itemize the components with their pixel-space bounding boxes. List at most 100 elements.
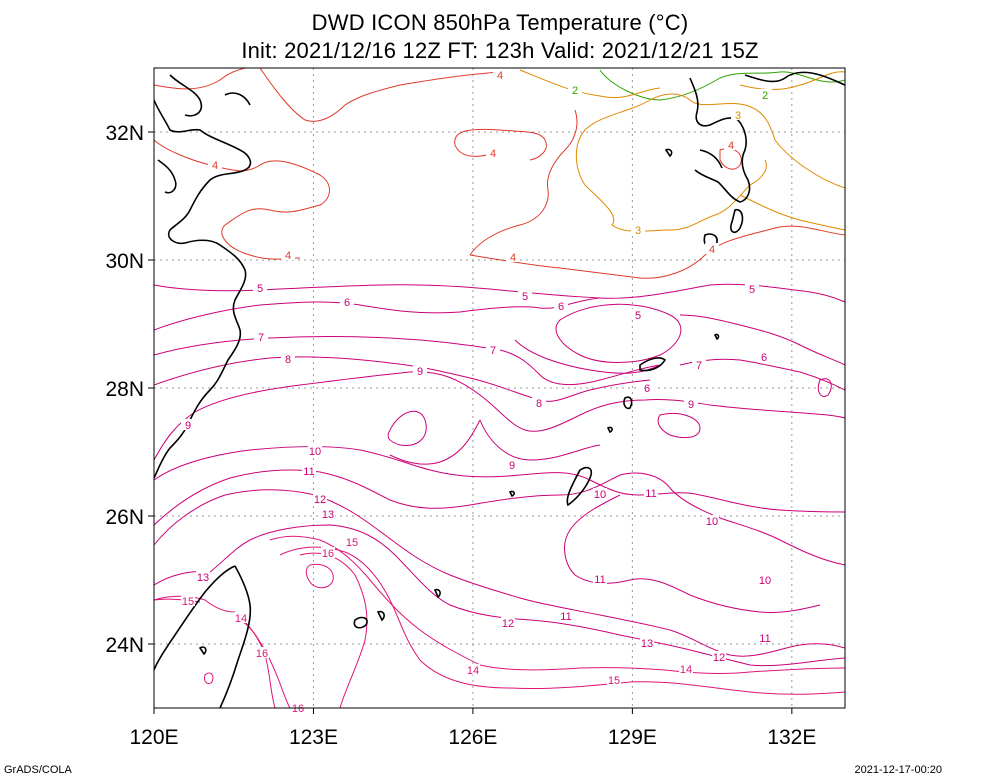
y-tick-label: 28N — [105, 378, 144, 401]
contour-label-bg — [640, 382, 654, 393]
graticule — [153, 68, 845, 708]
isotherm-2-east — [519, 69, 845, 99]
contour-label-bg — [518, 290, 532, 301]
y-tick-label: 30N — [105, 250, 144, 273]
contour-label-bg — [644, 487, 658, 498]
contour-label-bg — [758, 89, 772, 100]
contour-label-bg — [505, 459, 519, 470]
chart-title: DWD ICON 850hPa Temperature (°C) — [311, 10, 689, 35]
contour-label-bg — [568, 84, 582, 95]
contour-label: 13 — [197, 572, 209, 584]
contour-label: 4 — [212, 160, 218, 172]
isotherm-9 — [154, 371, 845, 461]
contour-label: 2 — [762, 90, 768, 102]
contour-label: 4 — [510, 252, 516, 264]
isotherm-4-center — [469, 109, 578, 256]
contour-label-bg — [692, 359, 706, 370]
contour-label-bg — [208, 159, 222, 170]
isotherm-10 — [154, 446, 845, 513]
contour-label-bg — [253, 282, 267, 293]
contour-label: 10 — [759, 575, 771, 587]
contour-label-bg — [466, 664, 480, 675]
contour-label: 12 — [713, 652, 725, 664]
contour-label-bg — [196, 571, 210, 582]
contour-label: 9 — [509, 460, 515, 472]
contour-label-bg — [486, 147, 500, 158]
isotherm-3-east — [739, 194, 845, 231]
contour-label: 10 — [309, 446, 321, 458]
x-tick-label: 120E — [129, 726, 178, 749]
contour-label: 10 — [706, 516, 718, 528]
contour-labels: 2 2 3 3 4 4 4 4 4 4 4 5 5 5 5 6 6 6 6 7 7 7 8 8 9 9 9 9 10 10 10 10 11 11… — [181, 69, 772, 715]
x-tick-label: 129E — [608, 726, 657, 749]
isotherm-9-loop2 — [657, 413, 701, 439]
footer-software: GrADS/COLA — [4, 764, 72, 776]
contour-label: 5 — [749, 284, 755, 296]
isotherm-4-mid — [469, 225, 845, 279]
contour-label-bg — [340, 296, 354, 307]
contour-label: 16 — [256, 648, 268, 660]
contour-label-bg — [640, 637, 654, 648]
contour-label-bg — [321, 547, 335, 558]
contour-label: 5 — [522, 291, 528, 303]
contour-label: 3 — [735, 110, 741, 122]
isotherm-5 — [154, 283, 845, 303]
contour-label: 14 — [235, 613, 247, 625]
contour-label: 4 — [497, 70, 503, 82]
contour-label-bg — [593, 573, 607, 584]
contour-label-bg — [181, 595, 195, 606]
isotherm-4-loop — [454, 128, 547, 161]
contour-label: 2 — [572, 85, 578, 97]
contour-label-bg — [684, 398, 698, 409]
isotherm-9-south — [389, 419, 601, 465]
contour-label-bg — [554, 300, 568, 311]
contour-label: 15 — [346, 537, 358, 549]
isotherm-12 — [154, 489, 845, 657]
isotherm-8-loop — [817, 378, 832, 397]
contour-label-bg — [493, 69, 507, 80]
contour-label-bg — [281, 249, 295, 260]
contour-label: 9 — [688, 399, 694, 411]
contour-label: 8 — [285, 354, 291, 366]
isotherm-13 — [154, 524, 845, 667]
isotherm-4-north — [154, 68, 501, 122]
contour-label-bg — [731, 109, 745, 120]
y-tick-label: 26N — [105, 506, 144, 529]
contour-label: 8 — [536, 398, 542, 410]
contour-label: 11 — [759, 633, 770, 645]
contour-label: 15 — [608, 675, 620, 687]
contour-label: 7 — [696, 360, 702, 372]
contour-label-bg — [705, 243, 719, 254]
contour-label-bg — [321, 508, 335, 519]
x-tick-label: 123E — [289, 726, 338, 749]
contour-label: 5 — [257, 283, 263, 295]
contour-label: 13 — [641, 638, 653, 650]
contour-label: 16 — [322, 548, 334, 560]
x-axis: 120E 123E 126E 129E 132E — [129, 708, 816, 749]
isotherm-8 — [154, 356, 651, 402]
isotherm-14-b — [269, 535, 845, 674]
contour-label: 7 — [258, 332, 264, 344]
contour-label-bg — [234, 612, 248, 623]
contour-label-bg — [631, 224, 645, 235]
isotherm-11 — [154, 469, 621, 526]
contour-label: 6 — [644, 383, 650, 395]
contour-label: 9 — [417, 366, 423, 378]
contour-label-bg — [745, 283, 759, 294]
isotherm-14 — [154, 595, 291, 708]
contour-label: 3 — [635, 225, 641, 237]
contour-label-bg — [308, 445, 322, 456]
contour-label: 6 — [761, 352, 767, 364]
isotherm-16 — [239, 552, 368, 708]
contour-label: 12 — [314, 494, 326, 506]
contour-label: 4 — [709, 244, 715, 256]
contour-label-bg — [345, 536, 359, 547]
contour-label-bg — [705, 515, 719, 526]
contour-label-bg — [607, 674, 621, 685]
contour-label: 4 — [285, 250, 291, 262]
contour-label: 6 — [344, 297, 350, 309]
contour-label: 5 — [635, 310, 641, 322]
contour-label: 11 — [594, 574, 605, 586]
isotherm-4-west — [154, 139, 330, 260]
